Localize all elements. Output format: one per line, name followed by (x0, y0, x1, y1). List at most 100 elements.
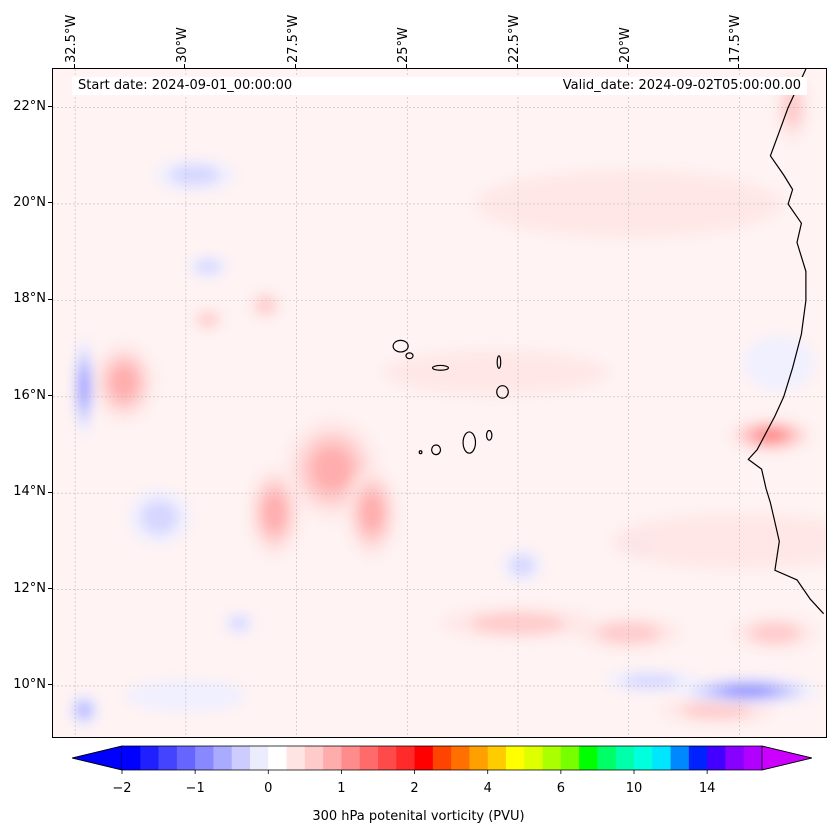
pv-negative-feature-11-band-3 (723, 685, 774, 696)
latitude-tick-2 (48, 298, 52, 300)
colorbar-swatch-0 (122, 746, 141, 770)
colorbar-swatch-22 (524, 746, 543, 770)
colorbar-tick-label-4: 2 (410, 781, 419, 796)
longitude-label-4: 22.5°W (507, 14, 522, 63)
colorbar-swatch-29 (652, 746, 671, 770)
colorbar-swatch-16 (414, 746, 434, 770)
longitude-label-0: 32.5°W (64, 14, 80, 63)
colorbar-swatch-34 (743, 746, 763, 770)
longitude-label-3: 25°W (396, 27, 412, 63)
colorbar-swatch-4 (195, 746, 214, 770)
pv-negative-feature-17-band-1 (140, 500, 179, 535)
island-brava (418, 450, 423, 455)
longitude-label-1: 30°W (174, 27, 190, 63)
colorbar-swatch-6 (231, 746, 251, 770)
latitude-tick-1 (48, 202, 52, 204)
pv-positive-feature-25-band-0 (612, 513, 826, 570)
pv-positive-feature-23-band-0 (475, 170, 782, 238)
colorbar-swatch-2 (158, 746, 178, 770)
longitude-label-6: 17.5°W (728, 14, 744, 63)
colorbar-swatch-33 (725, 746, 745, 770)
pv-negative-feature-18-band-2 (77, 702, 91, 718)
potential-vorticity-map (53, 69, 826, 737)
pv-negative-feature-20-band-0 (124, 678, 247, 713)
island-sao-nicolau (431, 364, 450, 371)
pv-positive-feature-22-band-1 (198, 312, 218, 327)
africa-coastline (747, 69, 825, 615)
pv-positive-feature-24-band-0 (383, 350, 608, 395)
colorbar-swatch-8 (268, 746, 287, 770)
colorbar-tick-label-6: 6 (556, 781, 565, 796)
pv-negative-feature-26-band-0 (743, 335, 815, 391)
colorbar-swatch-15 (396, 746, 415, 770)
colorbar-swatch-27 (615, 746, 635, 770)
colorbar-swatch-13 (359, 746, 379, 770)
island-maio (485, 429, 493, 441)
colorbar-swatch-5 (213, 746, 233, 770)
latitude-label-4: 14°N (13, 484, 46, 500)
latitude-tick-4 (48, 491, 52, 493)
colorbar-swatch-1 (140, 746, 159, 770)
pv-negative-feature-16-band-1 (195, 259, 221, 274)
gridlines (53, 69, 826, 737)
longitude-tick-1 (184, 64, 186, 68)
date-info-bar: Start date: 2024-09-01_00:00:00 Valid_da… (72, 77, 807, 95)
colorbar-swatch-19 (469, 746, 489, 770)
valid-date-label: Valid_date: 2024-09-02T05:00:00.00 (562, 78, 801, 93)
colorbar-swatch-32 (707, 746, 726, 770)
colorbar-swatch-28 (634, 746, 653, 770)
pv-positive-feature-5-band-3 (756, 429, 785, 442)
colorbar-label: 300 hPa potenital vorticity (PVU) (312, 809, 525, 824)
longitude-tick-5 (627, 64, 629, 68)
pv-positive-feature-0-band-2 (110, 365, 138, 400)
pv-negative-feature-12-band-1 (622, 674, 680, 688)
latitude-label-0: 22°N (13, 98, 46, 114)
colorbar-swatch-18 (451, 746, 470, 770)
longitude-tick-4 (516, 64, 518, 68)
colorbar-tick-label-1: −1 (185, 781, 205, 796)
latitude-label-3: 16°N (13, 387, 46, 403)
colorbar-swatch-24 (560, 746, 580, 770)
latitude-tick-0 (48, 106, 52, 108)
colorbar-swatch-7 (250, 746, 269, 770)
pv-positive-feature-7-band-1 (470, 613, 566, 634)
colorbar-swatch-31 (688, 746, 708, 770)
colorbar-tick-label-3: 1 (337, 781, 346, 796)
colorbar-swatch-14 (378, 746, 397, 770)
longitude-tick-0 (73, 64, 75, 68)
colorbar-tick-label-8: 14 (698, 781, 716, 796)
pv-positive-feature-3-band-2 (360, 492, 384, 533)
latitude-label-1: 20°N (13, 194, 46, 210)
colorbar-swatch-25 (579, 746, 598, 770)
island-fogo (431, 444, 442, 456)
pv-negative-feature-15-band-1 (169, 164, 220, 186)
latitude-label-2: 18°N (13, 291, 46, 307)
colorbar-swatch-23 (542, 746, 562, 770)
island-boa-vista (496, 385, 509, 399)
colorbar-tick-label-0: −2 (112, 781, 132, 796)
colorbar-swatch-30 (670, 746, 690, 770)
colorbar-swatch-3 (176, 746, 196, 770)
longitude-tick-6 (737, 64, 739, 68)
colorbar-swatch-20 (487, 746, 507, 770)
colorbar-swatch-21 (506, 746, 525, 770)
colorbar (72, 745, 812, 774)
pv-positive-feature-2-band-2 (311, 446, 353, 492)
pv-negative-feature-19-band-1 (229, 616, 249, 631)
colorbar-swatch-12 (341, 746, 361, 770)
longitude-tick-3 (405, 64, 407, 68)
map-panel (52, 68, 827, 738)
latitude-label-5: 12°N (13, 580, 46, 596)
colorbar-swatch-17 (432, 746, 452, 770)
pv-field (68, 74, 826, 727)
pv-positive-feature-21-band-1 (256, 296, 275, 314)
longitude-tick-2 (295, 64, 297, 68)
longitude-label-2: 27.5°W (285, 14, 301, 63)
island-santiago (462, 431, 477, 454)
pv-positive-feature-9-band-1 (749, 622, 800, 644)
island-sal (496, 355, 502, 369)
pv-negative-feature-13-band-1 (509, 555, 535, 576)
colorbar-swatch-11 (323, 746, 342, 770)
colorbar-swatch-10 (304, 746, 324, 770)
pv-positive-feature-10-band-1 (682, 701, 752, 719)
